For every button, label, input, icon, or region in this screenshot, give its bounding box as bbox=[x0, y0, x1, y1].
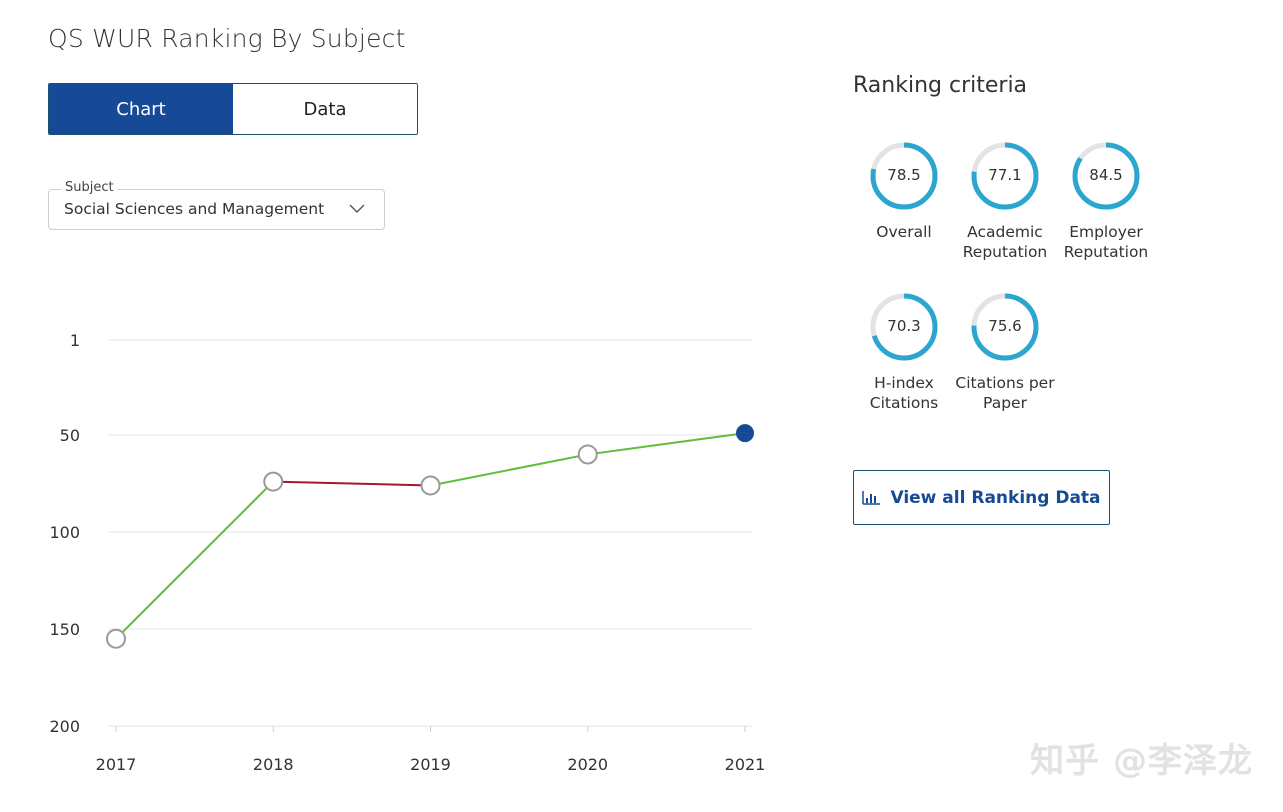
criterion-label: Employer Reputation bbox=[1051, 222, 1161, 262]
y-tick-label: 1 bbox=[70, 331, 80, 350]
data-point bbox=[263, 471, 284, 492]
data-point bbox=[577, 444, 598, 465]
criterion-item: 78.5 Overall bbox=[849, 140, 959, 242]
data-point bbox=[106, 628, 126, 649]
criterion-score: 84.5 bbox=[1089, 166, 1123, 184]
score-ring bbox=[971, 293, 1039, 361]
score-ring bbox=[870, 293, 938, 361]
score-ring bbox=[1072, 142, 1140, 210]
series-segment bbox=[273, 480, 431, 487]
watermark: 知乎 @李泽龙 bbox=[1030, 741, 1253, 781]
criterion-score: 70.3 bbox=[887, 317, 921, 335]
criterion-label-line: Employer bbox=[1069, 223, 1143, 241]
criterion-label-line: H-index bbox=[874, 374, 934, 392]
criterion-item: 75.6 Citations per Paper bbox=[950, 291, 1060, 413]
criterion-label: Overall bbox=[849, 222, 959, 242]
view-toggle: Chart Data bbox=[48, 83, 418, 135]
criterion-item: 77.1 Academic Reputation bbox=[950, 140, 1060, 262]
series-segment bbox=[115, 480, 274, 640]
y-tick-label: 200 bbox=[49, 717, 80, 736]
bar-chart-icon bbox=[862, 490, 881, 505]
chevron-down-icon bbox=[349, 204, 365, 213]
criterion-label-line: Citations per bbox=[955, 374, 1055, 392]
criterion-label-line: Reputation bbox=[962, 243, 1048, 261]
criterion-item: 84.5 Employer Reputation bbox=[1051, 140, 1161, 262]
x-tick-label: 2019 bbox=[410, 755, 451, 774]
x-tick-label: 2021 bbox=[725, 755, 766, 774]
criterion-item: 70.3 H-index Citations bbox=[849, 291, 959, 413]
x-tick-label: 2017 bbox=[96, 755, 137, 774]
score-ring-arc bbox=[870, 293, 938, 361]
subject-select-value: Social Sciences and Management bbox=[64, 200, 325, 218]
score-ring-arc bbox=[870, 142, 938, 210]
series-segment bbox=[587, 432, 746, 456]
subject-select[interactable]: Subject Social Sciences and Management bbox=[48, 180, 385, 230]
score-ring-arc bbox=[1072, 142, 1140, 210]
x-tick-label: 2018 bbox=[253, 755, 294, 774]
criterion-label: Academic Reputation bbox=[950, 222, 1060, 262]
x-tick-label: 2020 bbox=[567, 755, 608, 774]
criterion-label: H-index Citations bbox=[849, 373, 959, 413]
criterion-score: 78.5 bbox=[887, 166, 921, 184]
series-segment bbox=[430, 453, 588, 487]
score-ring-arc bbox=[971, 142, 1039, 210]
criterion-label-line: Overall bbox=[876, 223, 932, 241]
ranking-criteria-title: Ranking criteria bbox=[853, 73, 1028, 98]
criterion-score: 75.6 bbox=[988, 317, 1022, 335]
y-tick-label: 50 bbox=[60, 426, 80, 445]
criterion-label-line: Citations bbox=[869, 394, 939, 412]
chart-tab[interactable]: Chart bbox=[49, 84, 233, 134]
criterion-label: Citations per Paper bbox=[950, 373, 1060, 413]
y-tick-label: 100 bbox=[49, 523, 80, 542]
criterion-label-line: Academic bbox=[967, 223, 1043, 241]
criterion-label-line: Reputation bbox=[1063, 243, 1149, 261]
view-all-ranking-data-button[interactable]: View all Ranking Data bbox=[853, 470, 1110, 525]
score-ring-arc bbox=[971, 293, 1039, 361]
data-tab[interactable]: Data bbox=[233, 84, 417, 134]
data-point bbox=[736, 424, 754, 443]
data-point bbox=[420, 475, 441, 496]
criterion-label-line: Paper bbox=[983, 394, 1027, 412]
view-all-ranking-data-label: View all Ranking Data bbox=[890, 487, 1101, 508]
y-tick-label: 150 bbox=[49, 620, 80, 639]
subject-select-label: Subject bbox=[61, 180, 118, 195]
score-ring bbox=[971, 142, 1039, 210]
page-title: QS WUR Ranking By Subject bbox=[48, 24, 406, 53]
score-ring bbox=[870, 142, 938, 210]
criterion-score: 77.1 bbox=[988, 166, 1022, 184]
